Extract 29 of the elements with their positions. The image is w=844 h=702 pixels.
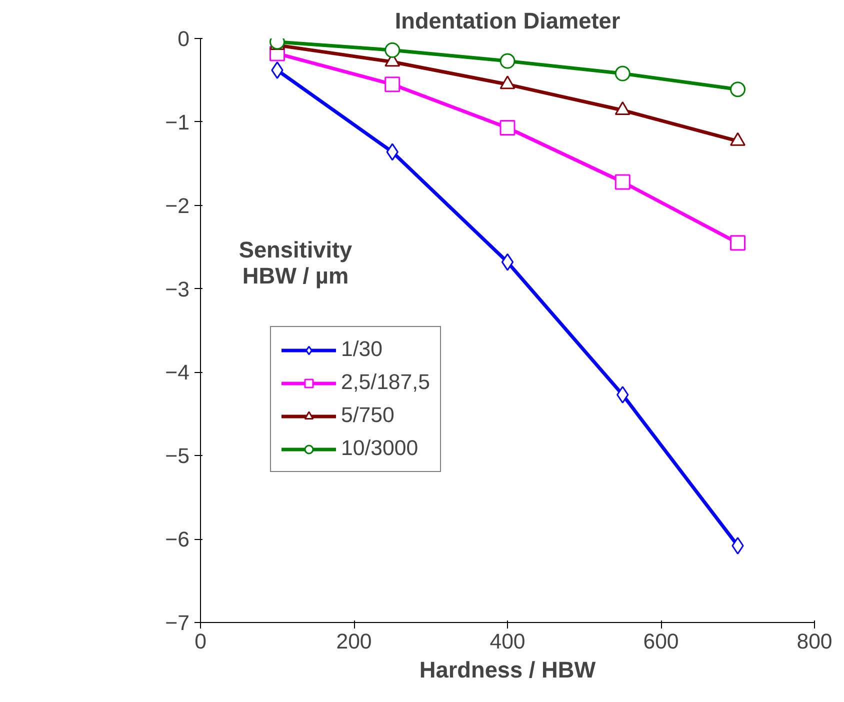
legend-label: 10/3000 [341, 436, 418, 461]
point [614, 66, 630, 82]
y-tick-label: −3 [165, 277, 190, 302]
point [500, 120, 516, 136]
point [384, 76, 400, 92]
y-tick-label: −5 [165, 444, 190, 468]
x-tick-label: 800 [796, 630, 832, 654]
point [501, 253, 514, 271]
legend-label: 1/30 [341, 337, 383, 362]
x-tick-label: 600 [643, 630, 679, 654]
point [730, 82, 746, 98]
point [614, 174, 630, 190]
y-tick-label: −6 [165, 528, 190, 552]
x-tick-label: 0 [194, 630, 207, 654]
y-axis-title: Sensitivity HBW / µm [238, 236, 353, 288]
chart-title: Indentation Diameter [394, 8, 620, 34]
legend-label: 5/750 [341, 403, 394, 428]
x-tick-label: 400 [490, 630, 526, 654]
legend-label: 2,5/187,5 [341, 370, 430, 395]
y-tick-label: −4 [165, 360, 190, 385]
y-tick-label: −1 [165, 110, 190, 134]
point [500, 53, 516, 69]
point [730, 235, 746, 251]
x-tick-label: 200 [336, 630, 372, 654]
x-axis-title: Hardness / HBW [419, 656, 596, 682]
point [384, 42, 400, 58]
y-tick-label: 0 [178, 27, 190, 51]
y-tick-label: −2 [165, 194, 190, 218]
y-tick-label: −7 [165, 611, 190, 635]
